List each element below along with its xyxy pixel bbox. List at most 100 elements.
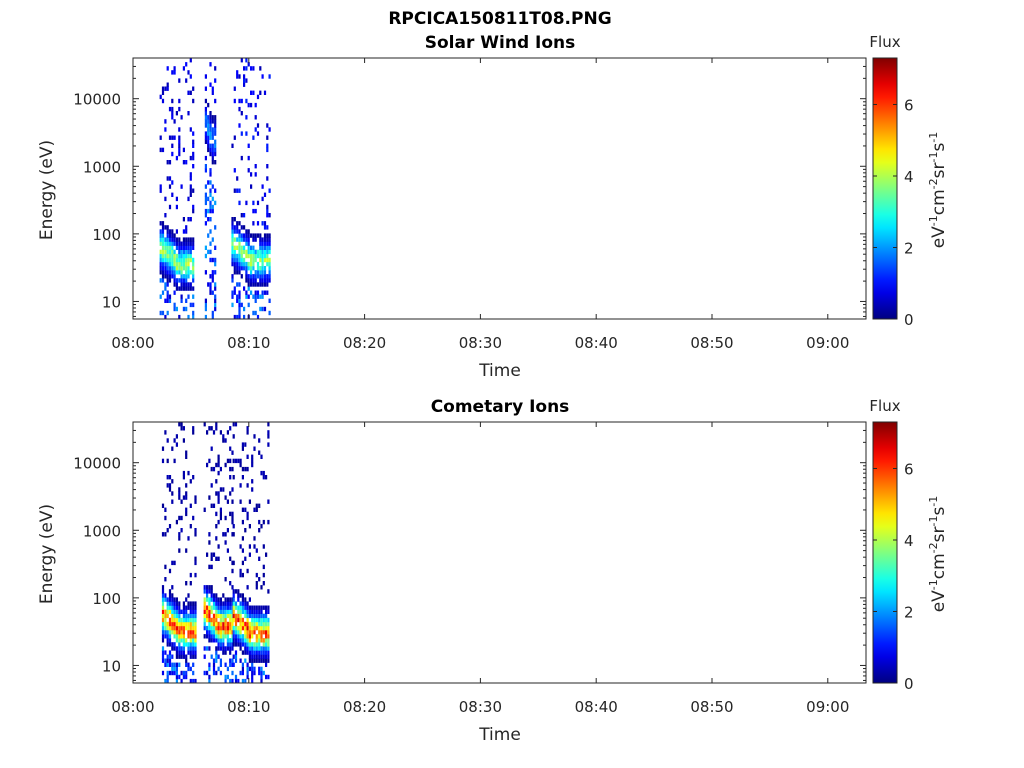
heatmap-cell	[247, 278, 250, 283]
heatmap-cell	[232, 605, 235, 610]
heatmap-cell	[215, 617, 218, 623]
heatmap-cell	[166, 66, 169, 71]
heatmap-cell	[255, 503, 258, 508]
heatmap-cell	[208, 601, 211, 606]
heatmap-cell	[192, 642, 195, 647]
heatmap-cell	[259, 249, 262, 255]
heatmap-cell	[207, 102, 210, 108]
heatmap-cell	[164, 650, 167, 655]
heatmap-cell	[164, 266, 167, 271]
heatmap-cell	[246, 638, 249, 643]
heatmap-cell	[247, 237, 250, 242]
heatmap-cell	[214, 147, 217, 153]
heatmap-cell	[204, 306, 207, 312]
heatmap-cell	[164, 213, 167, 218]
heatmap-cell	[173, 597, 176, 602]
heatmap-cell	[209, 147, 212, 153]
heatmap-cell	[187, 217, 190, 222]
heatmap-cell	[234, 642, 238, 647]
heatmap-cell	[250, 90, 253, 95]
heatmap-cell	[166, 638, 169, 643]
heatmap-cell	[245, 237, 248, 242]
heatmap-cell	[248, 544, 251, 549]
heatmap-cell	[247, 286, 250, 291]
heatmap-cell	[168, 589, 172, 594]
heatmap-cell	[178, 245, 181, 250]
heatmap-cell	[267, 654, 270, 659]
heatmap-cell	[244, 650, 247, 655]
heatmap-cell	[161, 261, 165, 267]
heatmap-cell	[261, 245, 264, 250]
heatmap-cell	[180, 650, 183, 655]
heatmap-cell	[189, 188, 192, 193]
heatmap-cell	[161, 646, 165, 651]
heatmap-cell	[261, 274, 264, 279]
heatmap-cell	[263, 233, 267, 238]
heatmap-cell	[259, 66, 262, 71]
heatmap-cell	[206, 593, 209, 598]
heatmap-cell	[215, 524, 218, 529]
heatmap-cell	[232, 654, 235, 659]
heatmap-cell	[189, 646, 192, 651]
heatmap-cell	[256, 261, 260, 267]
heatmap-cell	[189, 172, 192, 177]
heatmap-cells	[161, 422, 270, 684]
heatmap-cell	[229, 630, 232, 635]
y-tick-label: 1000	[83, 522, 121, 540]
heatmap-cell	[215, 658, 218, 663]
heatmap-cell	[214, 188, 217, 193]
heatmap-cell	[245, 229, 248, 234]
heatmap-cell	[189, 524, 192, 529]
heatmap-cell	[232, 642, 235, 647]
heatmap-cell	[268, 278, 271, 283]
heatmap-cell	[229, 642, 232, 647]
heatmap-cell	[209, 282, 212, 287]
heatmap-cell	[233, 261, 236, 267]
heatmap-cell	[166, 245, 169, 250]
heatmap-cell	[159, 294, 162, 299]
heatmap-cell	[262, 630, 265, 635]
heatmap-cell	[185, 491, 188, 496]
heatmap-cell	[164, 678, 167, 684]
heatmap-cell	[266, 253, 269, 259]
heatmap-cell	[210, 585, 213, 590]
heatmap-cell	[171, 261, 174, 267]
heatmap-cell	[164, 119, 167, 124]
heatmap-cell	[239, 572, 242, 578]
heatmap-cell	[173, 605, 176, 610]
heatmap-cell	[168, 487, 172, 492]
heatmap-cell	[185, 266, 188, 271]
heatmap-cell	[224, 532, 227, 537]
heatmap-cell	[182, 245, 185, 250]
heatmap-cell	[239, 462, 242, 468]
heatmap-cell	[168, 278, 172, 283]
heatmap-cell	[164, 430, 167, 435]
heatmap-cell	[182, 642, 185, 647]
heatmap-cell	[180, 274, 183, 279]
heatmap-cell	[250, 274, 253, 279]
heatmap-cell	[252, 274, 255, 279]
heatmap-cell	[262, 617, 265, 623]
heatmap-cell	[268, 261, 271, 267]
heatmap-cell	[266, 249, 269, 255]
heatmap-cell	[204, 298, 207, 303]
heatmap-cell	[178, 650, 181, 655]
heatmap-cell	[233, 314, 236, 320]
heatmap-cell	[178, 548, 181, 553]
heatmap-cell	[211, 196, 214, 202]
heatmap-cell	[215, 634, 218, 639]
heatmap-cell	[262, 564, 265, 570]
heatmap-cell	[267, 658, 270, 663]
heatmap-cell	[209, 135, 212, 140]
y-tick-label: 1000	[83, 158, 121, 176]
heatmap-cell	[229, 646, 232, 651]
heatmap-cell	[214, 257, 217, 263]
heatmap-cell	[210, 597, 213, 602]
heatmap-cell	[265, 654, 268, 659]
heatmap-cell	[251, 642, 254, 647]
heatmap-cell	[182, 241, 185, 246]
heatmap-cell	[208, 609, 211, 614]
heatmap-cell	[245, 200, 248, 206]
heatmap-cell	[240, 266, 243, 271]
heatmap-cell	[246, 483, 249, 488]
